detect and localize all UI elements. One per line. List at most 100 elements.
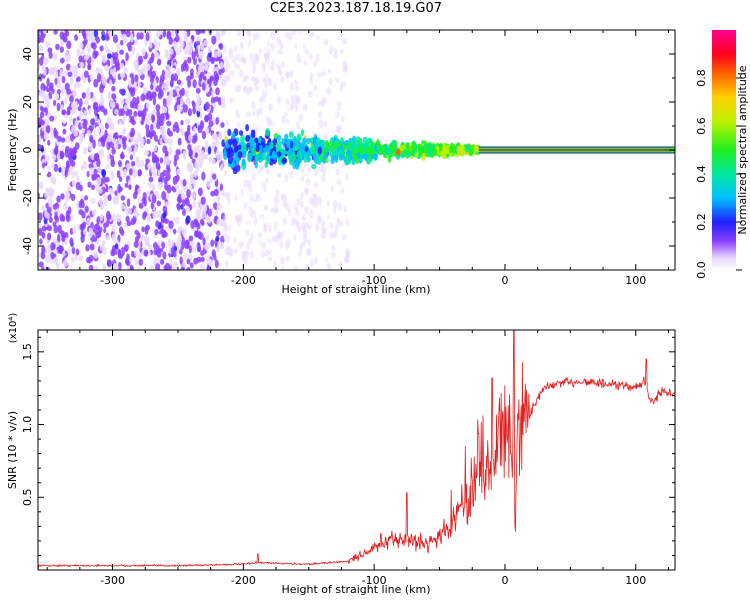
spectrogram-cell <box>149 56 154 64</box>
spectrogram-cell <box>42 30 48 34</box>
spectrogram-cell <box>146 138 151 145</box>
spectrogram-cell <box>93 106 98 116</box>
spectrogram-cell <box>326 263 332 270</box>
spectrogram-cell <box>385 147 391 156</box>
spectrogram-cell <box>277 49 283 55</box>
spectrogram-cell <box>41 266 45 270</box>
spectrogram-cell <box>214 208 219 216</box>
spectrogram-cell <box>255 32 260 40</box>
spectrogram-cell <box>334 111 340 118</box>
spectrogram-cell <box>216 202 222 211</box>
spectrogram-cell <box>245 209 250 218</box>
spectrogram-cell <box>60 137 66 143</box>
spectrogram-cell <box>120 195 126 201</box>
spectrogram-cell <box>314 142 318 149</box>
spectrogram-y-label: Frequency (Hz) <box>6 109 19 192</box>
spectrogram-cell <box>116 41 121 49</box>
spectrogram-cell <box>151 194 157 204</box>
spectrogram-cell <box>291 150 296 157</box>
spectrogram-cell <box>259 247 265 255</box>
spectrogram-cell <box>70 75 74 85</box>
spectrogram-cell <box>252 58 256 68</box>
spectrogram-cell <box>161 83 168 89</box>
spectrogram-cell <box>330 175 336 184</box>
spectrogram-cell <box>263 204 269 211</box>
spectrogram-cell <box>70 160 76 167</box>
spectrogram-cell <box>53 147 59 156</box>
spectrogram-cell <box>337 124 343 134</box>
spectrogram-cell <box>96 177 102 186</box>
spectrogram-cell <box>151 184 156 192</box>
spectrogram-cell <box>145 158 150 164</box>
spectrogram-cell <box>293 265 298 270</box>
spectrogram-cell <box>251 172 257 181</box>
spectrogram-cell <box>246 142 250 148</box>
spectrogram-cell <box>166 120 172 127</box>
spectrogram-cell <box>115 243 119 249</box>
spectrogram-cell <box>151 114 155 122</box>
spectrogram-cell <box>227 138 233 145</box>
spectrogram-cell <box>217 49 222 58</box>
spectrogram-cell <box>300 91 305 97</box>
spectrogram-cell <box>340 48 344 55</box>
spectrogram-cell <box>204 140 209 146</box>
spectrogram-cell <box>245 37 250 46</box>
spectrogram-cell <box>134 137 140 145</box>
spectrogram-cell <box>267 118 272 127</box>
spectrogram-marks <box>38 30 675 270</box>
spectrogram-cell <box>296 190 302 199</box>
spectrogram-cell <box>279 76 285 83</box>
spectrogram-cell <box>43 132 49 140</box>
spectrogram-cell <box>141 47 146 57</box>
spectrogram-cell <box>294 85 300 92</box>
spectrogram-cell <box>250 259 255 268</box>
spectrogram-cell <box>300 175 305 181</box>
spectrogram-x-tick-label: 100 <box>625 274 646 287</box>
spectrogram-cell <box>163 106 168 114</box>
spectrogram-cell <box>191 158 196 164</box>
spectrogram-cell <box>313 215 317 223</box>
spectrogram-cell <box>329 227 334 233</box>
spectrogram-cell <box>250 139 255 148</box>
spectrogram-cell <box>307 42 313 51</box>
spectrogram-cell <box>220 30 224 37</box>
chart-title: C2E3.2023.187.18.19.G07 <box>269 1 443 16</box>
spectrogram-cell <box>209 56 215 63</box>
spectrogram-cell <box>42 94 47 102</box>
spectrogram-cell <box>264 30 270 36</box>
spectrogram-cell <box>215 139 220 147</box>
spectrogram-cell <box>266 153 270 162</box>
spectrogram-cell <box>76 50 82 56</box>
spectrogram-cell <box>246 179 253 188</box>
spectrogram-cell <box>120 88 125 94</box>
spectrogram-cell <box>193 220 199 228</box>
spectrogram-cell <box>104 45 109 52</box>
spectrogram-cell <box>184 90 190 98</box>
spectrogram-cell <box>273 82 278 90</box>
spectrogram-cell <box>200 256 205 262</box>
spectrogram-cell <box>284 173 289 183</box>
spectrogram-cell <box>109 68 114 75</box>
spectrogram-cell <box>250 46 255 54</box>
spectrogram-cell <box>236 121 241 128</box>
spectrogram-cell <box>334 94 340 101</box>
spectrogram-y-tick-label: 0 <box>21 147 34 154</box>
spectrogram-cell <box>300 143 306 152</box>
spectrogram-cell <box>237 108 242 115</box>
spectrogram-cell <box>323 211 329 218</box>
spectrogram-cell <box>326 141 330 151</box>
spectrogram-cell <box>338 260 342 267</box>
spectrogram-cell <box>249 250 254 259</box>
spectrogram-cell <box>206 216 212 224</box>
spectrogram-cell <box>252 224 257 231</box>
spectrogram-cell <box>87 64 91 70</box>
spectrogram-cell <box>74 100 78 108</box>
spectrogram-cell <box>316 137 321 144</box>
spectrogram-cell <box>240 57 245 63</box>
spectrogram-cell <box>93 101 99 110</box>
spectrogram-cell <box>321 165 327 175</box>
spectrogram-cell <box>41 231 46 239</box>
snr-y-tick-label: 0.5 <box>21 489 34 507</box>
spectrogram-cell <box>126 253 130 262</box>
spectrogram-cell <box>182 104 188 113</box>
